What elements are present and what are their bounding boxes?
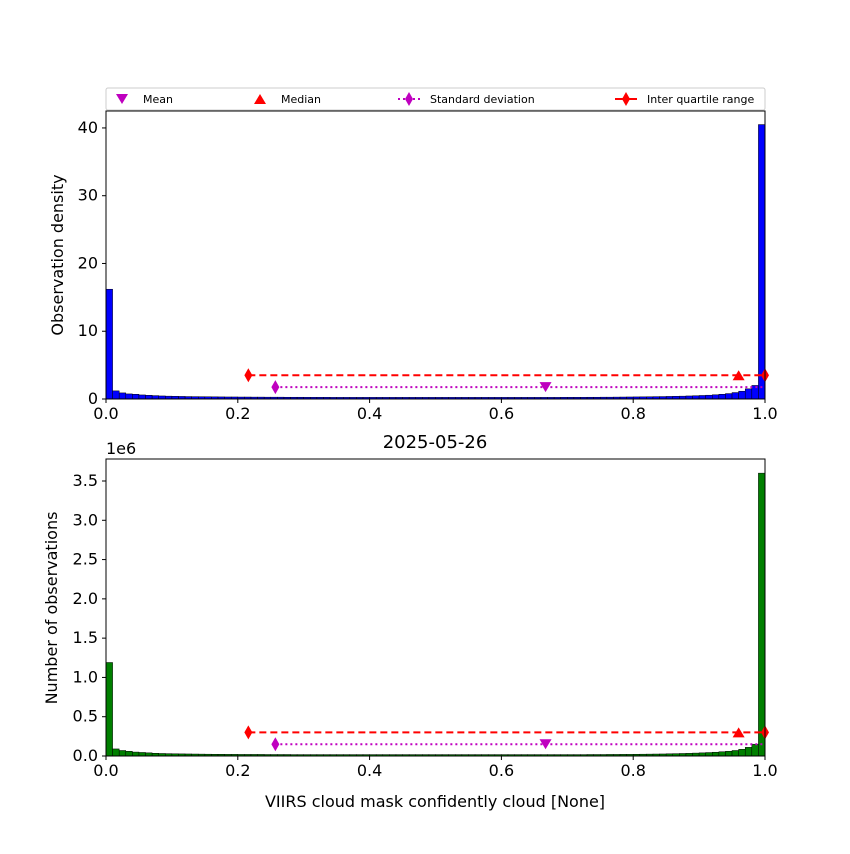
- top-y-tick-label: 30: [78, 186, 98, 205]
- legend-item-iqr: Inter quartile range: [615, 92, 754, 106]
- top-y-tick-label: 40: [78, 118, 98, 137]
- top-histogram-bar: [751, 385, 759, 400]
- top-x-tick-label: 0.4: [357, 404, 382, 423]
- top-stat-markers: [244, 368, 769, 395]
- bottom-histogram-bar: [138, 752, 146, 757]
- bottom-y-ticks: 0.0 0.5 1.0 1.5 2.0 2.5 3.0 3.5: [73, 471, 106, 765]
- top-std-start-marker: [271, 380, 280, 395]
- top-histogram-bar: [731, 392, 739, 400]
- bottom-histogram-bar: [718, 751, 726, 757]
- top-x-tick-label: 0.8: [620, 404, 645, 423]
- triangle-up-icon: [254, 94, 266, 104]
- top-histogram-bar: [725, 393, 733, 400]
- bottom-histogram-bar: [105, 662, 113, 757]
- top-histogram-bar: [758, 124, 766, 400]
- bottom-histogram-bar: [744, 747, 753, 757]
- diamond-icon: [405, 92, 413, 106]
- bottom-y-tick-label: 1.5: [73, 628, 98, 647]
- top-histogram-bar: [705, 394, 713, 400]
- top-iqr-start-marker: [244, 368, 253, 383]
- top-histogram-bar: [151, 395, 159, 400]
- bottom-x-tick-label: 0.8: [620, 761, 645, 780]
- legend: Mean Median Standard deviation Inter qua…: [105, 87, 766, 111]
- bottom-axes-frame: [105, 458, 766, 757]
- bottom-histogram-bar: [738, 749, 746, 757]
- bottom-x-tick-label: 1.0: [752, 761, 777, 780]
- bottom-y-tick-label: 2.0: [73, 589, 98, 608]
- top-y-axis-label: Observation density: [48, 174, 67, 335]
- bottom-stat-markers: [244, 725, 769, 752]
- top-histogram-bar: [712, 394, 720, 400]
- bottom-histogram-bar: [705, 752, 713, 757]
- legend-label-std: Standard deviation: [430, 93, 535, 106]
- bottom-histogram-bar: [758, 472, 766, 757]
- legend-box: [105, 87, 766, 111]
- top-histogram-bar: [145, 395, 153, 400]
- legend-label-mean: Mean: [143, 93, 173, 106]
- top-x-tick-label: 1.0: [752, 404, 777, 423]
- bottom-y-tick-label: 1.0: [73, 667, 98, 686]
- bottom-mean-marker: [539, 739, 552, 750]
- legend-item-mean: Mean: [116, 93, 173, 106]
- bottom-histogram-bar: [132, 751, 140, 757]
- top-bars: [105, 124, 766, 400]
- top-median-marker: [732, 370, 745, 381]
- bottom-panel-title: 2025-05-26: [383, 432, 488, 453]
- top-histogram-bar: [698, 395, 706, 400]
- bottom-panel: 2025-05-26 1e6 0.0 0.2 0.4 0.6 0.8 1.0 0.0 0.5…: [42, 432, 778, 811]
- top-y-tick-label: 0: [88, 389, 98, 408]
- diamond-icon: [622, 92, 630, 106]
- legend-item-std: Standard deviation: [398, 92, 535, 106]
- bottom-y-tick-label: 3.0: [73, 510, 98, 529]
- top-histogram-bar: [112, 390, 120, 400]
- legend-label-iqr: Inter quartile range: [647, 93, 754, 106]
- bottom-y-tick-label: 3.5: [73, 471, 98, 490]
- bottom-histogram-bar: [731, 750, 739, 757]
- top-y-tick-label: 20: [78, 253, 98, 272]
- top-histogram-bar: [744, 388, 753, 400]
- top-mean-marker: [539, 382, 552, 393]
- top-y-ticks: 0 10 20 30 40: [78, 118, 106, 408]
- top-x-tick-label: 0.6: [489, 404, 514, 423]
- bottom-iqr-start-marker: [244, 725, 253, 740]
- legend-item-median: Median: [254, 93, 321, 106]
- bottom-y-tick-label: 0.0: [73, 746, 98, 765]
- bottom-x-tick-label: 0.2: [225, 761, 250, 780]
- top-x-tick-label: 0.0: [93, 404, 118, 423]
- top-histogram-bar: [738, 390, 746, 400]
- bottom-std-start-marker: [271, 737, 280, 752]
- bottom-x-tick-label: 0.0: [93, 761, 118, 780]
- top-axes-frame: [105, 110, 766, 400]
- bottom-median-marker: [732, 727, 745, 738]
- top-x-tick-label: 0.2: [225, 404, 250, 423]
- bottom-offset-label: 1e6: [106, 439, 136, 458]
- top-y-tick-label: 10: [78, 321, 98, 340]
- top-panel: 0.0 0.2 0.4 0.6 0.8 1.0 0 10 20 30 40 Observation…: [48, 110, 778, 423]
- bottom-x-ticks: 0.0 0.2 0.4 0.6 0.8 1.0: [93, 756, 778, 780]
- legend-label-median: Median: [281, 93, 321, 106]
- top-histogram-bar: [105, 288, 113, 400]
- bottom-bars: [105, 472, 766, 757]
- bottom-histogram-bar: [712, 751, 720, 757]
- bottom-y-tick-label: 0.5: [73, 707, 98, 726]
- top-histogram-bar: [125, 393, 133, 400]
- bottom-x-tick-label: 0.6: [489, 761, 514, 780]
- top-histogram-bar: [132, 394, 140, 400]
- bottom-histogram-bar: [725, 751, 733, 757]
- bottom-y-tick-label: 2.5: [73, 550, 98, 569]
- triangle-down-icon: [116, 94, 128, 104]
- top-histogram-bar: [118, 392, 127, 400]
- bottom-x-axis-label: VIIRS cloud mask confidently cloud [None…: [265, 792, 605, 811]
- bottom-histogram-bar: [751, 743, 759, 757]
- bottom-histogram-bar: [118, 750, 127, 757]
- top-x-ticks: 0.0 0.2 0.4 0.6 0.8 1.0: [93, 399, 778, 423]
- top-histogram-bar: [718, 394, 726, 400]
- bottom-y-axis-label: Number of observations: [42, 512, 61, 705]
- bottom-x-tick-label: 0.4: [357, 761, 382, 780]
- bottom-histogram-bar: [125, 751, 133, 757]
- bottom-histogram-bar: [112, 748, 120, 757]
- top-histogram-bar: [138, 394, 146, 400]
